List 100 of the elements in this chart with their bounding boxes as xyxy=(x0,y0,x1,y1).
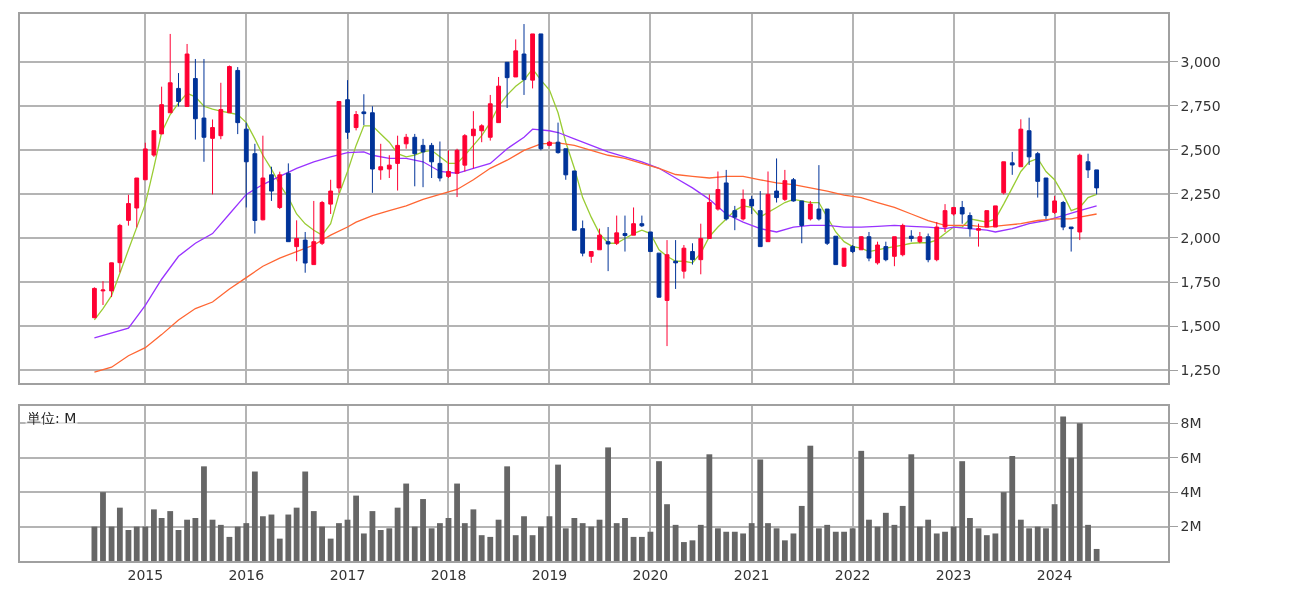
candlestick xyxy=(782,169,788,202)
candlestick xyxy=(732,205,738,231)
candlestick xyxy=(816,164,822,222)
bar xyxy=(579,523,586,561)
candlestick xyxy=(622,215,628,253)
candlestick xyxy=(740,188,746,222)
bar xyxy=(487,536,494,561)
bar xyxy=(184,519,190,561)
candlestick xyxy=(277,171,283,210)
candlestick xyxy=(1052,195,1057,215)
candlestick xyxy=(192,58,198,141)
x-tick-label: 2018 xyxy=(430,566,467,583)
candlestick xyxy=(395,135,400,192)
candlestick xyxy=(639,215,645,228)
bar xyxy=(100,492,106,561)
candlestick xyxy=(1085,153,1091,179)
bar xyxy=(807,445,814,561)
bar xyxy=(319,526,325,561)
candlestick xyxy=(235,66,241,135)
candlestick xyxy=(631,206,636,236)
bar xyxy=(1034,526,1041,561)
bar xyxy=(562,528,569,561)
candlestick xyxy=(917,231,923,244)
candlestick xyxy=(555,122,561,155)
candlestick xyxy=(412,133,418,187)
candlestick xyxy=(201,58,207,163)
bar xyxy=(403,483,410,561)
candlestick xyxy=(858,235,864,251)
candlestick xyxy=(900,223,906,257)
candlestick xyxy=(1094,169,1100,195)
bar xyxy=(967,517,973,561)
y-tick-label: 1,500 xyxy=(1180,318,1221,335)
candlestick xyxy=(984,210,990,228)
x-tick-label: 2020 xyxy=(632,566,669,583)
candlestick xyxy=(681,244,687,280)
bar xyxy=(656,461,662,561)
candlestick xyxy=(311,200,317,266)
bar xyxy=(849,528,856,561)
candlestick xyxy=(285,162,291,243)
candlestick xyxy=(159,86,165,135)
candlestick xyxy=(496,76,501,124)
candlestick xyxy=(386,154,392,179)
candlestick xyxy=(243,122,249,208)
bar xyxy=(950,526,957,561)
bar xyxy=(234,526,241,561)
bar xyxy=(983,535,990,561)
x-tick-label: 2024 xyxy=(1036,566,1073,583)
bar xyxy=(116,507,123,561)
candlestick xyxy=(807,200,813,222)
bar xyxy=(310,511,317,561)
candlestick xyxy=(580,220,586,257)
candlestick xyxy=(370,105,375,194)
candlestick xyxy=(184,43,190,107)
candlestick xyxy=(260,135,266,221)
candlestick xyxy=(227,65,232,114)
bar xyxy=(470,509,477,561)
candlestick xyxy=(723,169,729,222)
bar xyxy=(243,523,250,561)
bar xyxy=(916,526,923,561)
bar xyxy=(824,524,831,561)
bar xyxy=(841,531,847,561)
candlestick xyxy=(420,138,426,188)
candlestick xyxy=(883,241,889,262)
candlestick xyxy=(446,149,451,179)
candlestick xyxy=(774,157,779,204)
bar xyxy=(437,523,443,561)
bar xyxy=(336,523,342,561)
candlestick xyxy=(1043,177,1049,220)
bar xyxy=(605,447,612,561)
candlestick xyxy=(648,231,653,253)
candlestick xyxy=(117,223,123,273)
candlestick xyxy=(513,38,519,78)
candlestick xyxy=(850,244,856,254)
candlestick xyxy=(992,205,998,228)
bar xyxy=(664,504,670,561)
bar xyxy=(521,516,527,561)
candlestick xyxy=(378,143,384,181)
bar xyxy=(1085,524,1091,561)
bar xyxy=(706,454,713,561)
x-tick-label: 2017 xyxy=(329,566,366,583)
bar xyxy=(781,540,788,561)
candlestick xyxy=(252,143,258,235)
bar xyxy=(201,466,207,561)
candlestick xyxy=(429,142,435,179)
bar xyxy=(765,523,771,561)
candlestick xyxy=(765,170,771,243)
bar xyxy=(1060,416,1067,561)
candlestick xyxy=(547,140,552,147)
bar xyxy=(942,531,948,561)
bar xyxy=(681,542,687,561)
bar xyxy=(1017,519,1024,561)
bar xyxy=(1093,548,1100,561)
bar xyxy=(1068,457,1075,561)
bar xyxy=(428,528,435,561)
x-tick-label: 2016 xyxy=(228,566,265,583)
bar xyxy=(133,526,140,561)
y-tick-label: 2,750 xyxy=(1180,97,1221,114)
y-tick-label: 1,750 xyxy=(1180,273,1221,290)
y-tick-label: 8M xyxy=(1180,415,1202,432)
candlestick xyxy=(866,231,872,262)
